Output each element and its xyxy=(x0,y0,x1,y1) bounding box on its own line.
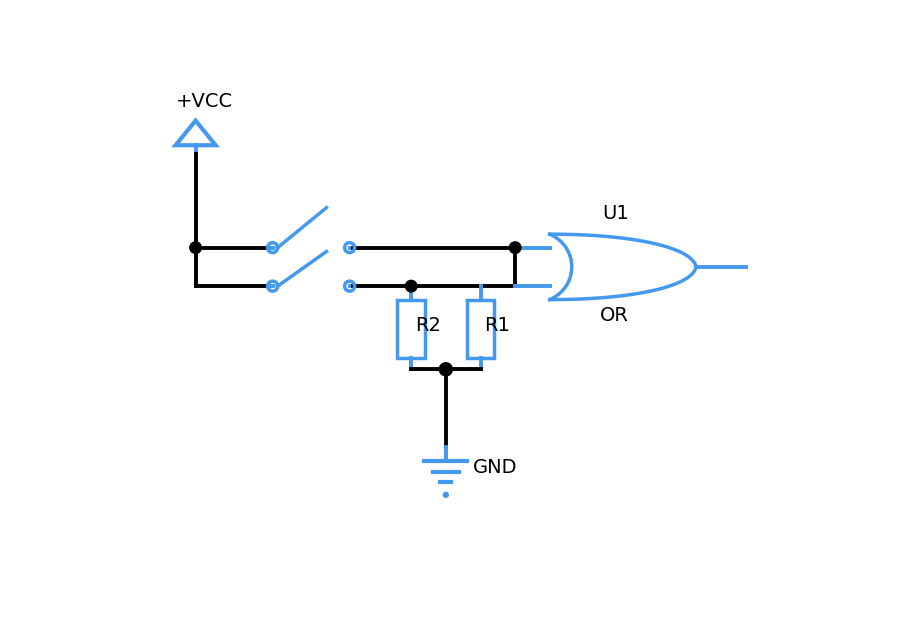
Circle shape xyxy=(509,242,521,254)
Circle shape xyxy=(405,280,417,292)
Circle shape xyxy=(444,492,448,497)
Bar xyxy=(466,300,494,358)
Circle shape xyxy=(190,242,202,254)
Text: U1: U1 xyxy=(602,203,628,223)
Text: R2: R2 xyxy=(415,316,441,335)
Text: R1: R1 xyxy=(484,316,510,335)
Text: +VCC: +VCC xyxy=(176,92,233,112)
Text: OR: OR xyxy=(600,306,629,325)
Bar xyxy=(397,300,425,358)
Text: GND: GND xyxy=(472,458,518,477)
Circle shape xyxy=(439,363,453,376)
